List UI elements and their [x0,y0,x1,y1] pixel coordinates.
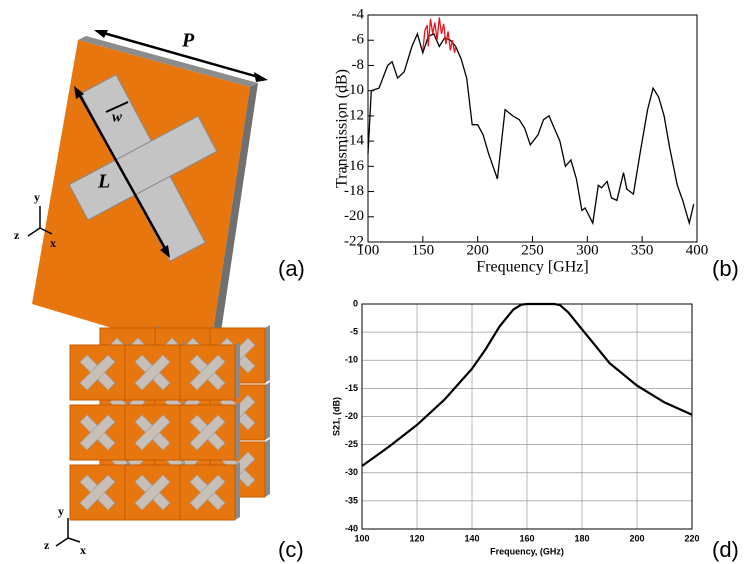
y-tick-label: -15 [345,383,358,393]
axis-letter: y [34,190,40,204]
y-tick-label: -20 [344,208,364,224]
tile-side [235,342,240,400]
x-tick-label: 140 [464,533,479,543]
x-tick-label: 100 [357,242,380,258]
panel-label: (d) [712,537,739,562]
x-tick-label: 350 [631,242,654,258]
array-illustration [70,325,270,520]
y-tick-label: -5 [350,327,358,337]
x-tick-label: 160 [519,533,534,543]
y-tick-label: -6 [352,32,365,48]
x-tick-label: 180 [574,533,589,543]
x-tick-label: 200 [466,242,489,258]
w-label: w [112,109,123,125]
y-axis-label: Transmission (dB) [334,69,351,188]
x-tick-label: 200 [629,533,644,543]
tile-side [235,462,240,520]
y-tick-label: -8 [352,57,365,73]
y-tick-label: -10 [345,355,358,365]
axis-letter: z [44,538,50,552]
p-label: P [181,30,195,52]
axis-letter: y [58,504,64,518]
x-tick-label: 150 [412,242,435,258]
plot-frame [368,15,697,242]
arrowhead [94,30,108,38]
panel-label: (b) [712,256,739,281]
tile-side [265,382,270,440]
y-tick-label: -30 [345,467,358,477]
y-tick-label: -35 [345,495,358,505]
tile-side [235,402,240,460]
x-tick-label: 300 [576,242,599,258]
y-tick-label: 0 [353,298,358,308]
axis-triad [56,518,80,546]
x-tick-label: 220 [684,533,699,543]
unit-cell-illustration: P L w y z x [14,30,268,357]
axis-letter: z [14,228,20,242]
y-tick-label: -20 [345,411,358,421]
l-label: L [97,171,110,193]
y-tick-label: -40 [345,523,358,533]
y-tick-label: -25 [345,439,358,449]
arrowhead [254,72,268,82]
panel-label: (a) [278,256,305,281]
x-tick-label: 400 [686,242,709,258]
x-tick-label: 100 [354,533,369,543]
y-axis-label: S21, (dB) [331,397,341,436]
x-axis-label: Frequency, (GHz) [490,546,564,556]
figure: P L w y z x y z x (a) (b) (c) (d) -4 -6 -8… [0,0,750,564]
tile-side [265,325,270,383]
data-line [368,34,694,223]
x-tick-label: 250 [521,242,544,258]
y-tick-label: -4 [352,6,365,22]
axis-letter: x [80,543,86,557]
tile-side [265,439,270,497]
axis-letter: x [50,236,56,250]
x-axis-label: Frequency [GHz] [476,259,588,276]
panel-label: (c) [278,537,304,562]
x-tick-label: 120 [409,533,424,543]
